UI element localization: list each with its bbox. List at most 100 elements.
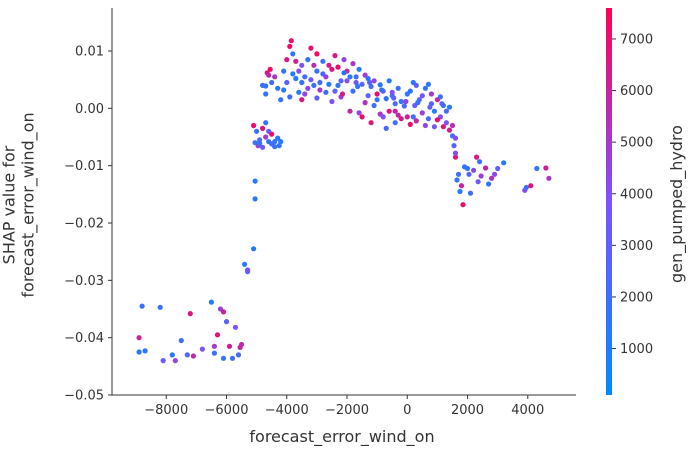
scatter-point bbox=[451, 143, 457, 149]
scatter-point bbox=[383, 96, 389, 102]
scatter-point bbox=[368, 83, 374, 90]
scatter-point bbox=[326, 81, 332, 87]
scatter-point bbox=[296, 68, 302, 74]
x-tick-label: −4000 bbox=[265, 403, 309, 418]
scatter-point bbox=[395, 112, 401, 118]
scatter-point bbox=[362, 100, 368, 106]
scatter-point bbox=[371, 102, 377, 109]
scatter-point bbox=[365, 93, 371, 99]
scatter-point bbox=[263, 134, 269, 140]
scatter-point bbox=[474, 154, 480, 160]
scatter-point bbox=[299, 79, 305, 86]
scatter-point bbox=[443, 108, 449, 114]
scatter-point bbox=[187, 311, 193, 317]
scatter-point bbox=[326, 62, 332, 68]
x-axis-label: forecast_error_wind_on bbox=[249, 427, 434, 447]
y-axis-label-line: forecast_error_wind_on bbox=[19, 112, 39, 297]
scatter-point bbox=[471, 167, 477, 173]
scatter-point bbox=[356, 110, 362, 116]
scatter-point bbox=[437, 94, 443, 100]
scatter-point bbox=[290, 71, 296, 77]
scatter-point bbox=[339, 91, 346, 97]
scatter-point bbox=[422, 85, 428, 91]
scatter-point bbox=[419, 93, 425, 99]
scatter-point bbox=[335, 64, 341, 70]
colorbar: 1000 2000 3000 4000 5000 6000 7000 gen_pumped_… bbox=[606, 8, 687, 395]
scatter-point bbox=[252, 178, 258, 184]
scatter-point bbox=[263, 120, 269, 126]
scatter-point bbox=[320, 71, 326, 77]
scatter-point bbox=[478, 173, 484, 179]
scatter-point bbox=[446, 104, 453, 110]
scatter-point bbox=[359, 114, 365, 120]
scatter-point bbox=[260, 144, 266, 150]
scatter-point bbox=[523, 184, 529, 191]
y-tick-label: 0.01 bbox=[75, 45, 104, 60]
scatter-point bbox=[276, 143, 282, 149]
scatter-point bbox=[425, 116, 431, 122]
scatter-point bbox=[314, 95, 320, 101]
scatter-point bbox=[353, 79, 359, 86]
scatter-point bbox=[293, 58, 299, 64]
scatter-point bbox=[311, 82, 317, 88]
scatter-point bbox=[543, 165, 549, 171]
scatter-point bbox=[220, 355, 227, 361]
scatter-point bbox=[332, 88, 338, 94]
scatter-point bbox=[341, 57, 347, 63]
scatter-point bbox=[305, 57, 311, 63]
scatter-point bbox=[242, 261, 248, 267]
scatter-point bbox=[413, 118, 419, 124]
scatter-point bbox=[329, 98, 335, 105]
scatter-point bbox=[142, 348, 148, 354]
colorbar-tick-label: 7000 bbox=[620, 32, 653, 47]
scatter-point bbox=[404, 91, 410, 97]
scatter-point bbox=[272, 139, 278, 145]
scatter-point bbox=[452, 154, 459, 160]
scatter-point bbox=[353, 74, 359, 80]
scatter-point bbox=[320, 58, 326, 64]
scatter-point bbox=[365, 75, 371, 82]
scatter-point bbox=[172, 358, 178, 364]
y-tick-label: −0.04 bbox=[64, 331, 104, 346]
scatter-point bbox=[467, 190, 474, 196]
scatter-point bbox=[415, 100, 421, 106]
scatter-point bbox=[314, 51, 320, 57]
scatter-point bbox=[347, 108, 353, 114]
scatter-point bbox=[371, 78, 377, 84]
scatter-point bbox=[267, 66, 273, 72]
scatter-point bbox=[495, 165, 501, 172]
scatter-point bbox=[329, 66, 335, 72]
x-tick-label: 2000 bbox=[451, 403, 484, 418]
scatter-point bbox=[235, 352, 242, 358]
scatter-point bbox=[427, 104, 433, 110]
scatter-point bbox=[464, 165, 471, 172]
scatter-point bbox=[528, 183, 534, 189]
scatter-point bbox=[232, 324, 239, 330]
scatter-point bbox=[407, 121, 413, 127]
scatter-point bbox=[254, 128, 260, 134]
colorbar-tick-label: 1000 bbox=[620, 342, 653, 357]
scatter-point bbox=[287, 94, 293, 100]
scatter-point bbox=[214, 332, 221, 338]
scatter-point bbox=[475, 179, 481, 185]
scatter-point bbox=[356, 66, 362, 72]
scatter-point bbox=[266, 72, 272, 78]
scatter-point bbox=[486, 181, 492, 187]
scatter-point bbox=[139, 303, 145, 309]
scatter-point bbox=[245, 267, 251, 273]
scatter-point bbox=[454, 177, 460, 183]
y-tick-label: −0.02 bbox=[64, 217, 104, 232]
scatter-point bbox=[269, 79, 275, 86]
y-tick-label: −0.05 bbox=[64, 389, 104, 404]
scatter-point bbox=[275, 85, 281, 91]
scatter-point bbox=[269, 131, 275, 137]
x-axis: −8000 −6000 −4000 −2000 0 2000 4000 bbox=[144, 395, 544, 418]
scatter-point bbox=[368, 120, 374, 126]
scatter-point bbox=[136, 335, 142, 341]
scatter-point bbox=[239, 341, 245, 348]
scatter-point bbox=[338, 78, 344, 84]
scatter-point bbox=[302, 91, 308, 97]
scatter-point bbox=[489, 175, 495, 181]
scatter-point bbox=[443, 120, 449, 126]
